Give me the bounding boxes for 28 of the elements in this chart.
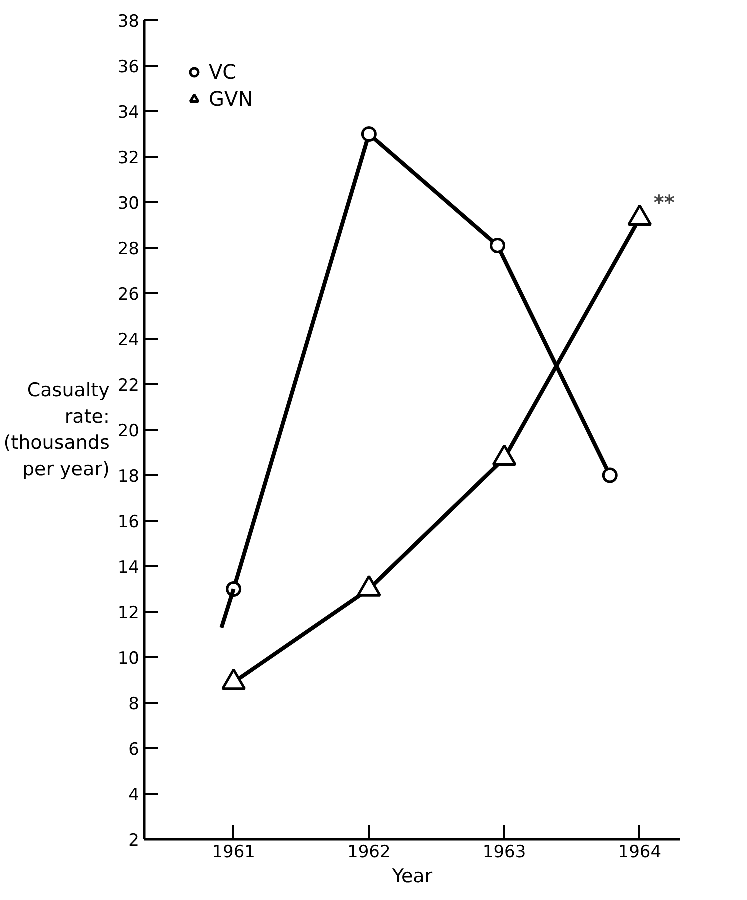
y-tick-label: 34	[118, 103, 140, 123]
y-axis-title: Casualty rate: (thousands per year)	[4, 379, 110, 481]
y-tick-label: 18	[118, 467, 140, 487]
x-tick-label: 1963	[482, 842, 526, 862]
x-tick-label: 1962	[348, 842, 391, 862]
legend-label: VC	[209, 60, 237, 84]
y-tick-label: 28	[118, 240, 140, 260]
y-tick-label: 16	[118, 512, 140, 532]
x-axis-title: Year	[391, 866, 433, 888]
y-tick-label: 30	[118, 194, 140, 214]
y-tick-label: 10	[118, 649, 140, 669]
y-tick-label: 12	[118, 604, 140, 624]
y-tick-label: 20	[118, 422, 140, 442]
y-tick-label: 38	[118, 12, 140, 32]
y-tick-label: 36	[118, 58, 140, 78]
y-tick-label: 22	[118, 376, 140, 396]
y-tick-label: 6	[128, 740, 140, 760]
annotation: **	[654, 190, 676, 214]
x-tick-label: 1961	[212, 842, 256, 862]
y-tick-label: 2	[128, 831, 140, 851]
y-tick-label: 24	[118, 330, 140, 350]
x-tick-label: 1964	[618, 842, 662, 862]
y-tick-label: 14	[118, 558, 140, 578]
y-tick-label: 4	[128, 786, 140, 806]
y-tick-label: 32	[118, 148, 140, 168]
y-tick-label: 26	[118, 285, 140, 305]
y-tick-label: 8	[128, 694, 140, 714]
legend-label: GVN	[209, 87, 254, 111]
